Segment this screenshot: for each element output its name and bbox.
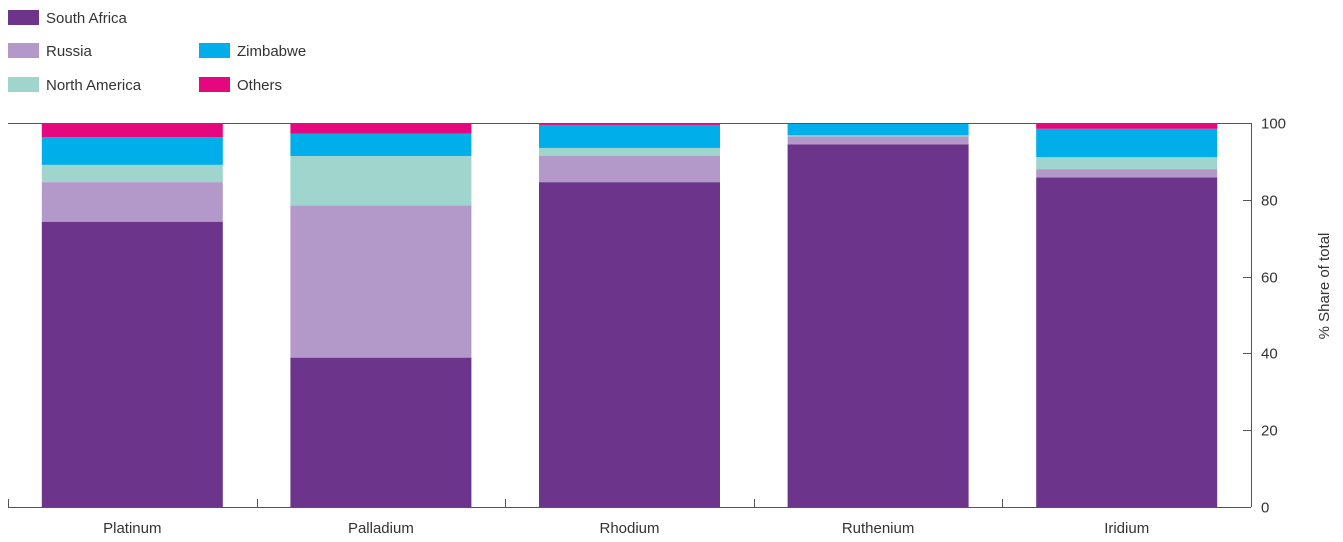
y-axis-title: % Share of total xyxy=(1316,233,1333,340)
legend-swatch-south-africa xyxy=(8,10,39,25)
legend-swatch-russia xyxy=(8,43,39,58)
x-tick-label-iridium: Iridium xyxy=(1104,520,1149,537)
legend-label-others: Others xyxy=(237,77,282,94)
legend-label-south-africa: South Africa xyxy=(46,10,128,27)
legend-label-north-america: North America xyxy=(46,77,142,94)
bar-palladium-north-america xyxy=(290,156,472,206)
axes: 0 20 40 60 80 100 xyxy=(8,116,1286,517)
bar-iridium-north-america xyxy=(1036,157,1218,170)
bar-ruthenium-russia xyxy=(787,136,969,145)
y-tick-label-60: 60 xyxy=(1261,270,1278,287)
y-tick-label-100: 100 xyxy=(1261,116,1286,133)
bar-iridium-south-africa xyxy=(1036,177,1218,507)
legend-label-zimbabwe: Zimbabwe xyxy=(237,43,306,60)
bar-rhodium-zimbabwe xyxy=(539,124,720,148)
y-tick-label-20: 20 xyxy=(1261,423,1278,440)
legend-swatch-zimbabwe xyxy=(199,43,230,58)
x-tick-label-platinum: Platinum xyxy=(103,520,161,537)
bar-iridium-others xyxy=(1036,123,1218,129)
bar-rhodium-north-america xyxy=(539,147,720,156)
y-tick-label-40: 40 xyxy=(1261,346,1278,363)
legend-swatch-north-america xyxy=(8,77,39,92)
bar-iridium-russia xyxy=(1036,169,1218,178)
bar-rhodium-south-africa xyxy=(539,182,720,508)
bar-palladium-south-africa xyxy=(290,357,472,507)
bar-ruthenium-south-africa xyxy=(787,144,969,507)
bar-palladium-zimbabwe xyxy=(290,133,472,157)
bar-palladium-others xyxy=(290,123,472,134)
y-tick-label-80: 80 xyxy=(1261,193,1278,210)
bar-platinum-others xyxy=(41,123,223,138)
bar-platinum-zimbabwe xyxy=(41,137,223,165)
bar-palladium-russia xyxy=(290,205,472,358)
x-tick-label-ruthenium: Ruthenium xyxy=(842,520,915,537)
y-tick-label-0: 0 xyxy=(1261,500,1269,517)
bar-rhodium-russia xyxy=(539,155,720,183)
bar-platinum-south-africa xyxy=(41,221,223,508)
legend: South Africa Russia North America Zimbabwe O… xyxy=(8,10,306,94)
legend-swatch-others xyxy=(199,77,230,92)
bar-platinum-north-america xyxy=(41,164,223,183)
bar-ruthenium-zimbabwe xyxy=(787,123,969,136)
bar-platinum-russia xyxy=(41,182,223,222)
bar-iridium-zimbabwe xyxy=(1036,128,1218,158)
bar-ruthenium-north-america xyxy=(787,135,969,137)
bars: Platinum Palladium Rhodium Ruthenium Iridium xyxy=(41,123,1218,537)
legend-label-russia: Russia xyxy=(46,43,93,60)
x-tick-label-rhodium: Rhodium xyxy=(599,520,659,537)
x-tick-label-palladium: Palladium xyxy=(348,520,414,537)
